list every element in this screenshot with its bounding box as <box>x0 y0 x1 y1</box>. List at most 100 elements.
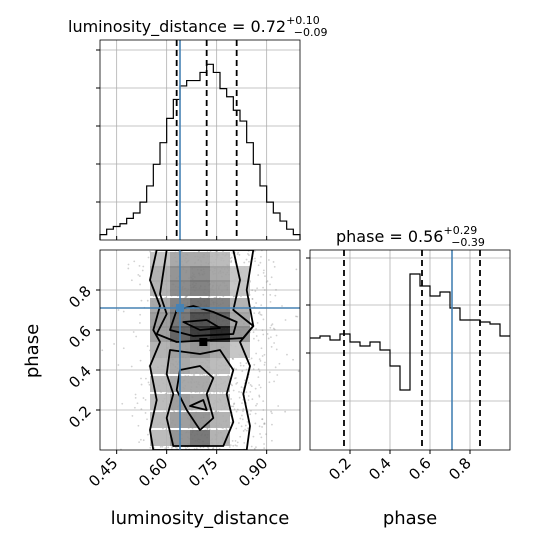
sample-point <box>250 445 253 448</box>
sample-point <box>235 382 238 385</box>
y-tick-label: 0.6 <box>65 322 95 352</box>
sample-point <box>277 405 280 407</box>
sample-point <box>267 337 270 340</box>
sample-point <box>242 364 245 367</box>
sample-point <box>138 275 141 277</box>
y-tick-label: 0.4 <box>65 362 95 392</box>
sample-point <box>206 374 209 377</box>
sample-point <box>265 433 267 436</box>
sample-point <box>252 331 255 334</box>
sample-point <box>262 269 265 272</box>
density-cell <box>210 266 230 282</box>
sample-point <box>236 441 239 444</box>
sample-point <box>254 290 257 292</box>
sample-point <box>275 348 278 351</box>
y-axis-label-phase: phase <box>22 324 43 378</box>
sample-point <box>169 391 172 394</box>
sample-point <box>264 275 266 278</box>
sample-point <box>257 312 260 315</box>
sample-point <box>281 305 283 307</box>
sample-point <box>234 377 236 380</box>
contour-line <box>169 305 238 337</box>
sample-point <box>263 443 265 445</box>
sample-point <box>140 377 142 380</box>
sample-point <box>263 423 265 425</box>
sample-point <box>297 370 300 373</box>
sample-point <box>146 345 149 348</box>
sample-point <box>245 368 248 371</box>
sample-point <box>230 398 232 400</box>
sample-point <box>133 260 136 263</box>
density-cell <box>150 430 170 446</box>
sample-point <box>141 269 144 272</box>
sample-point <box>134 396 137 399</box>
sample-point <box>137 273 140 276</box>
sample-point <box>242 408 245 410</box>
sample-point <box>146 418 148 421</box>
sample-point <box>284 410 287 413</box>
sample-point <box>270 439 273 442</box>
density-cell <box>150 342 170 358</box>
sample-point <box>214 410 217 413</box>
sample-point <box>258 395 261 398</box>
sample-point <box>254 387 257 390</box>
density-cell <box>230 280 250 296</box>
x-tick-label: 0.4 <box>365 454 395 484</box>
sample-point <box>243 442 246 444</box>
sample-point <box>211 373 214 376</box>
sample-point <box>185 295 188 298</box>
sample-point <box>208 428 211 431</box>
sample-point <box>262 293 265 296</box>
sample-point <box>159 445 162 448</box>
sample-point <box>249 391 252 393</box>
sample-point <box>233 403 235 406</box>
sample-point <box>251 398 254 401</box>
sample-point <box>272 327 275 330</box>
x-axis-label-phase: phase <box>383 508 437 529</box>
sample-point <box>222 250 224 253</box>
sample-point <box>231 384 234 387</box>
density-cell <box>210 298 230 314</box>
sample-point <box>230 383 232 386</box>
sample-point <box>231 252 234 254</box>
sample-point <box>113 343 116 345</box>
sample-point <box>241 414 243 417</box>
sample-point <box>237 422 240 424</box>
sample-point <box>268 381 271 384</box>
sample-point <box>247 399 250 401</box>
sample-point <box>149 446 152 449</box>
density-cell <box>210 358 230 374</box>
sample-point <box>260 314 263 316</box>
sample-point <box>240 391 243 394</box>
sample-point <box>252 435 255 438</box>
axes-frame <box>99 39 301 241</box>
sample-point <box>263 447 266 450</box>
sample-point <box>136 402 139 405</box>
sample-point <box>261 329 264 332</box>
density-cell <box>150 412 170 428</box>
sample-point <box>253 447 256 450</box>
density-cell <box>210 394 230 410</box>
axes-frame <box>99 249 301 451</box>
sample-point <box>266 280 269 282</box>
sample-point <box>243 261 246 264</box>
sample-point <box>261 418 264 421</box>
sample-point <box>263 422 266 425</box>
sample-point <box>269 326 272 329</box>
sample-point <box>268 371 271 374</box>
sample-point <box>261 418 264 421</box>
sample-point <box>209 392 212 395</box>
histogram-step-line <box>99 63 301 240</box>
sample-point <box>173 410 176 413</box>
sample-point <box>142 439 145 442</box>
sample-point <box>233 402 236 405</box>
sample-point <box>244 424 247 427</box>
sample-point <box>296 315 299 318</box>
sample-point <box>127 267 130 270</box>
sample-point <box>174 446 177 449</box>
sample-point <box>261 426 263 428</box>
sample-point <box>246 420 249 423</box>
sample-point <box>273 265 276 268</box>
sample-point <box>242 410 244 412</box>
sample-point <box>233 408 236 411</box>
